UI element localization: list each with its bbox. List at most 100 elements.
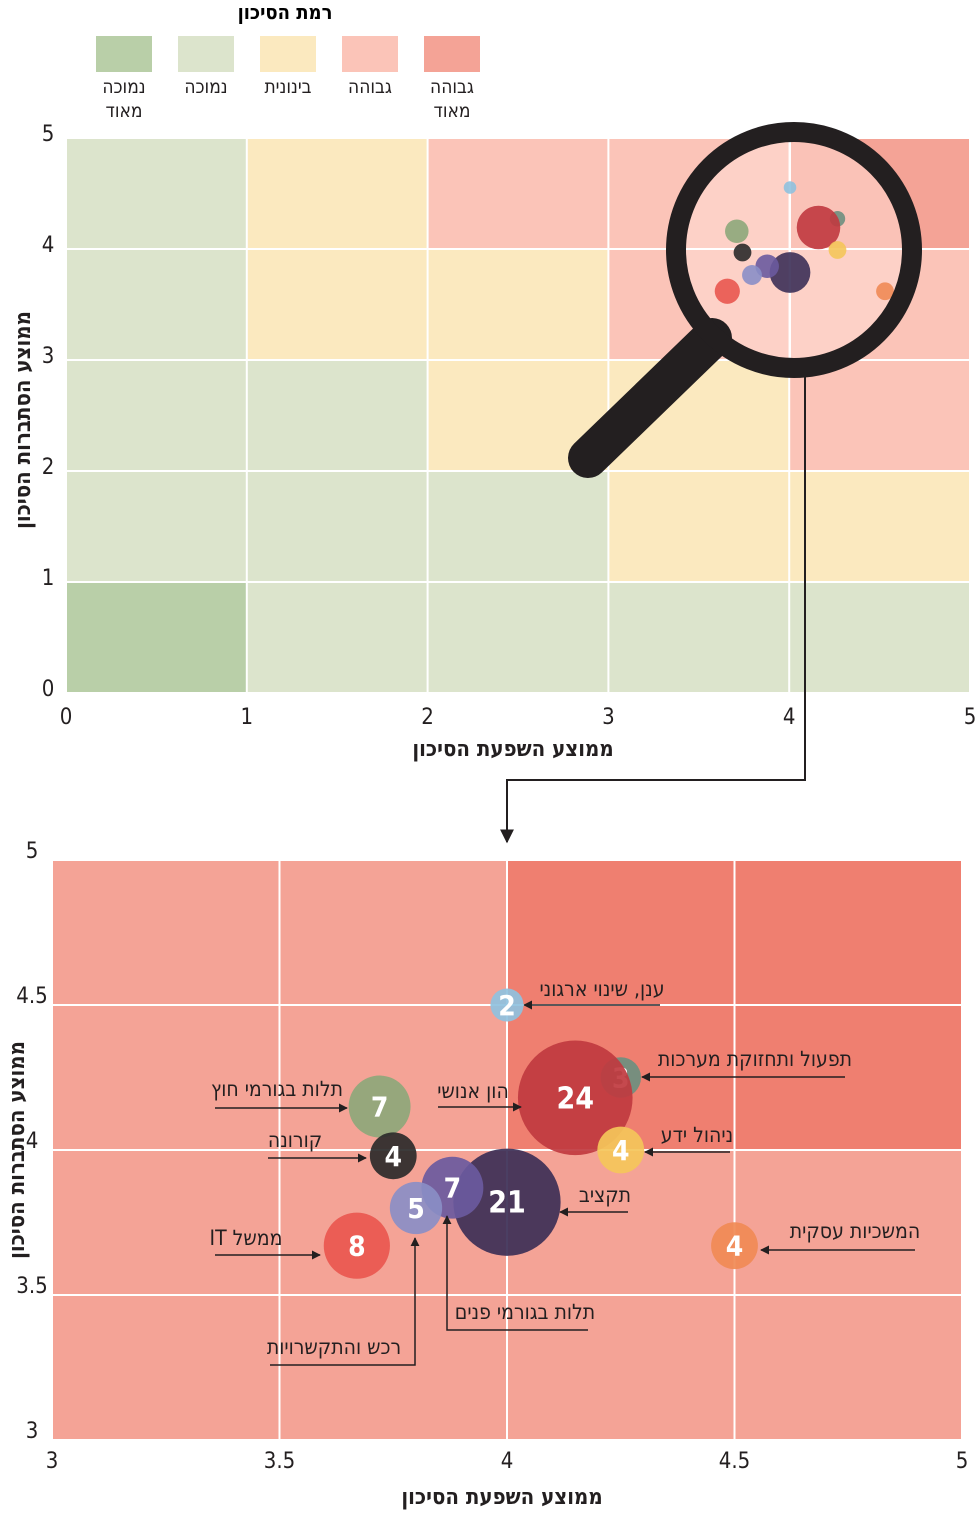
bubble-label: 5 bbox=[407, 1192, 425, 1225]
legend-swatch bbox=[342, 36, 398, 72]
magnifier-ring bbox=[666, 122, 922, 378]
bubble bbox=[323, 1212, 390, 1279]
heat-cell bbox=[427, 471, 609, 582]
x-tick-label: 1 bbox=[241, 705, 254, 730]
x-tick-label: 4 bbox=[501, 1449, 514, 1474]
bubble bbox=[348, 1075, 411, 1138]
y-tick-label: 3.5 bbox=[16, 1274, 47, 1299]
heat-cell bbox=[66, 249, 247, 360]
bubble bbox=[597, 1126, 645, 1174]
y-tick-label: 1 bbox=[42, 566, 55, 591]
heat-cell bbox=[66, 471, 247, 582]
legend-swatch bbox=[424, 36, 480, 72]
heat-cell bbox=[789, 471, 970, 582]
heat-cell bbox=[427, 582, 609, 693]
legend-label: בינונית bbox=[264, 76, 312, 98]
x-tick-label: 5 bbox=[956, 1449, 969, 1474]
y-tick-label: 3 bbox=[26, 1419, 39, 1444]
heat-cell bbox=[246, 138, 428, 249]
bubble bbox=[389, 1181, 443, 1235]
heat-cell bbox=[246, 471, 428, 582]
x-tick-label: 3 bbox=[602, 705, 615, 730]
callout-arrow bbox=[270, 1237, 420, 1366]
y-axis-label: ממוצע הסתברות הסיכון bbox=[5, 1041, 30, 1259]
bubble-label: 4 bbox=[384, 1140, 402, 1173]
bubble-label: 7 bbox=[371, 1091, 389, 1124]
callout-text: המשכיות עסקית bbox=[790, 1219, 920, 1243]
heat-cell bbox=[427, 249, 609, 360]
lens-bubble bbox=[876, 282, 894, 301]
y-tick-label: 2 bbox=[42, 455, 55, 480]
x-tick-label: 5 bbox=[964, 705, 976, 730]
y-tick-label: 3 bbox=[42, 344, 55, 369]
bubble-label: 24 bbox=[556, 1081, 594, 1116]
x-tick-label: 3.5 bbox=[264, 1449, 295, 1474]
callout-text: תקציב bbox=[579, 1183, 631, 1207]
bubble bbox=[490, 988, 524, 1022]
callout-arrow bbox=[442, 1215, 588, 1331]
legend-label: גבוהה מאוד bbox=[430, 76, 474, 122]
magnifier-handle bbox=[568, 318, 732, 478]
bubble bbox=[369, 1132, 417, 1180]
callout-text: קורונה bbox=[268, 1128, 322, 1152]
y-tick-label: 4 bbox=[42, 233, 55, 258]
lens-bubble bbox=[828, 241, 847, 259]
callout-text: רכש והתקשרויות bbox=[267, 1335, 401, 1359]
legend-title: רמת הסיכון bbox=[237, 0, 333, 24]
callout-text: ניהול ידע bbox=[661, 1123, 733, 1147]
legend-label: גבוהה bbox=[348, 76, 392, 98]
heat-cell bbox=[66, 360, 247, 471]
heat-cell bbox=[608, 471, 790, 582]
heat-cell bbox=[427, 138, 609, 249]
zoom-connector bbox=[500, 372, 806, 844]
x-tick-label: 4 bbox=[783, 705, 796, 730]
heat-cell bbox=[66, 138, 247, 249]
x-axis-label: ממוצע השפעת הסיכון bbox=[401, 1485, 602, 1510]
heat-cell bbox=[608, 582, 790, 693]
x-tick-label: 0 bbox=[60, 705, 73, 730]
lens-bubble bbox=[742, 265, 762, 285]
lens-bubble bbox=[725, 219, 749, 244]
y-tick-label: 5 bbox=[42, 122, 55, 147]
lens-bubble bbox=[733, 243, 752, 262]
heat-cell bbox=[246, 582, 428, 693]
y-tick-label: 4 bbox=[26, 1129, 39, 1154]
bubble-label: 21 bbox=[488, 1186, 526, 1221]
legend-label: נמוכה מאוד bbox=[102, 76, 146, 122]
callout-text: תלות בגורמי פנים bbox=[455, 1300, 595, 1324]
y-tick-label: 5 bbox=[26, 839, 39, 864]
lens-bubble bbox=[796, 205, 841, 250]
callout-text: ממשל IT bbox=[210, 1226, 283, 1250]
y-axis-label: ממוצע הסתברות הסיכון bbox=[11, 311, 36, 529]
x-tick-label: 3 bbox=[46, 1449, 59, 1474]
y-tick-label: 4.5 bbox=[16, 984, 47, 1009]
bubble bbox=[517, 1040, 633, 1156]
legend-label: נמוכה bbox=[184, 76, 228, 98]
heat-cell bbox=[789, 582, 970, 693]
heat-cell bbox=[246, 360, 428, 471]
callout-text: תפעול ותחזוקת מערכות bbox=[658, 1047, 852, 1071]
legend-swatch bbox=[96, 36, 152, 72]
bubble-label: 4 bbox=[612, 1134, 630, 1167]
heat-cell bbox=[246, 249, 428, 360]
legend-swatch bbox=[260, 36, 316, 72]
lens-bubble bbox=[783, 181, 797, 194]
y-tick-label: 0 bbox=[42, 677, 55, 702]
bubble-label: 4 bbox=[726, 1230, 744, 1263]
x-tick-label: 4.5 bbox=[719, 1449, 750, 1474]
legend-swatch bbox=[178, 36, 234, 72]
lens-bubble bbox=[769, 252, 811, 293]
x-tick-label: 2 bbox=[421, 705, 434, 730]
callout-text: ענן, שינוי ארגוני bbox=[539, 977, 664, 1001]
callout-text: הון אנושי bbox=[437, 1079, 509, 1103]
bubble-label: 7 bbox=[444, 1172, 462, 1205]
bubble bbox=[711, 1222, 758, 1270]
bubble-label: 8 bbox=[348, 1230, 366, 1263]
lens-bubble bbox=[714, 278, 740, 304]
callout-text: תלות בגורמי חוץ bbox=[211, 1077, 343, 1101]
x-axis-label: ממוצע השפעת הסיכון bbox=[412, 737, 613, 762]
bubble-label: 2 bbox=[498, 989, 516, 1022]
heat-cell bbox=[66, 582, 247, 693]
